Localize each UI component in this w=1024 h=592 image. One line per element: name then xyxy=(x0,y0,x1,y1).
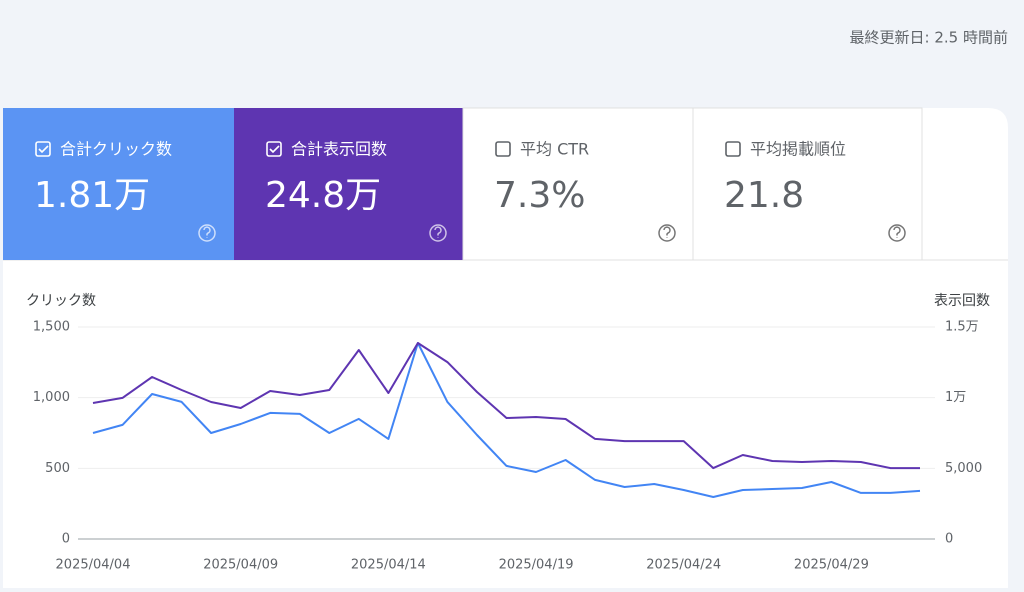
x-tick-label: 2025/04/09 xyxy=(203,558,278,573)
help-glyph xyxy=(203,226,211,238)
y-tick-label: 500 xyxy=(45,461,70,476)
x-tick-label: 2025/04/14 xyxy=(351,558,426,573)
y-tick-label: 1,000 xyxy=(33,390,70,405)
card-bg xyxy=(462,107,694,261)
cards: 合計クリック数 1.81万 合計表示回数 24.8万 平均 CTR 7.3% 平均掲載順位 2… xyxy=(3,107,923,261)
help-icon xyxy=(198,224,216,242)
metric-card[interactable]: 合計クリック数 1.81万 xyxy=(3,108,234,260)
y2-axis-label: 表示回数 xyxy=(934,293,990,309)
checkbox xyxy=(35,141,51,157)
card-value: 24.8万 xyxy=(265,175,381,216)
checkbox xyxy=(725,141,741,157)
card-value: 7.3% xyxy=(494,175,585,216)
chart: クリック数 表示回数 0 500 1,000 1,500 0 5,000 1万 1.5万 2025/… xyxy=(26,293,990,573)
x-tick-label: 2025/04/24 xyxy=(646,558,721,573)
last-updated: 最終更新日: 2.5 時間前 xyxy=(850,29,1008,47)
series-line xyxy=(92,342,921,498)
card-bg xyxy=(234,108,463,260)
x-tick-label: 2025/04/19 xyxy=(499,558,574,573)
y-tick-label: 0 xyxy=(62,532,70,547)
card-label: 平均 CTR xyxy=(520,140,589,159)
help-glyph xyxy=(893,226,901,238)
x-tick-label: 2025/04/04 xyxy=(56,558,131,573)
help-icon xyxy=(888,224,906,242)
card-value: 1.81万 xyxy=(34,175,150,216)
y-tick-label: 1,500 xyxy=(33,320,70,335)
checkbox xyxy=(266,141,282,157)
card-bg xyxy=(3,108,234,260)
help-glyph xyxy=(434,226,442,238)
metric-card[interactable]: 平均掲載順位 21.8 xyxy=(692,107,923,261)
checkmark xyxy=(269,145,280,154)
help-icon xyxy=(658,224,676,242)
y2-tick-label: 0 xyxy=(945,532,953,547)
y-axis-label: クリック数 xyxy=(26,293,96,309)
card-bg xyxy=(692,107,923,261)
y2-tick-label: 1万 xyxy=(945,390,966,405)
card-label: 平均掲載順位 xyxy=(750,140,846,159)
checkmark xyxy=(38,145,49,154)
card-value: 21.8 xyxy=(724,175,804,216)
checkbox xyxy=(495,141,511,157)
help-glyph xyxy=(663,226,671,238)
metric-card[interactable]: 平均 CTR 7.3% xyxy=(462,107,694,261)
x-tick-label: 2025/04/29 xyxy=(794,558,869,573)
metric-card[interactable]: 合計表示回数 24.8万 xyxy=(234,108,463,260)
help-icon xyxy=(429,224,447,242)
card-label: 合計表示回数 xyxy=(291,140,387,159)
y2-tick-label: 5,000 xyxy=(945,461,982,476)
y2-tick-label: 1.5万 xyxy=(945,320,979,335)
series-line xyxy=(92,342,920,470)
card-label: 合計クリック数 xyxy=(60,140,172,159)
